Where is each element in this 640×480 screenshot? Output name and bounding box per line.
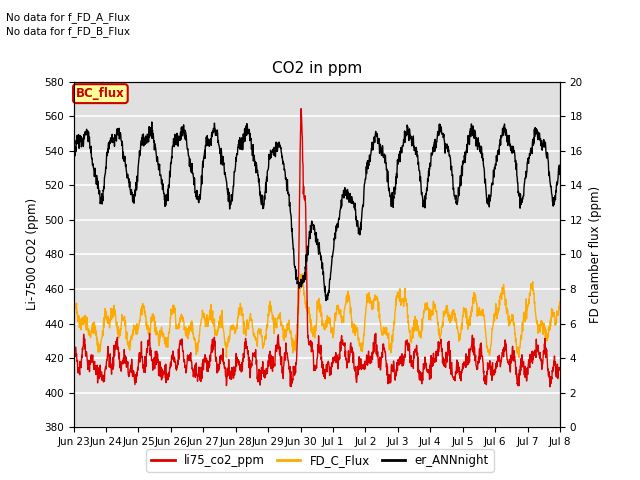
Y-axis label: FD chamber flux (ppm): FD chamber flux (ppm) <box>589 186 602 323</box>
Legend: li75_co2_ppm, FD_C_Flux, er_ANNnight: li75_co2_ppm, FD_C_Flux, er_ANNnight <box>146 449 494 472</box>
Text: BC_flux: BC_flux <box>76 87 125 100</box>
Text: No data for f_FD_B_Flux: No data for f_FD_B_Flux <box>6 26 131 37</box>
Text: No data for f_FD_A_Flux: No data for f_FD_A_Flux <box>6 12 131 23</box>
Y-axis label: Li-7500 CO2 (ppm): Li-7500 CO2 (ppm) <box>26 198 38 311</box>
Title: CO2 in ppm: CO2 in ppm <box>271 61 362 76</box>
